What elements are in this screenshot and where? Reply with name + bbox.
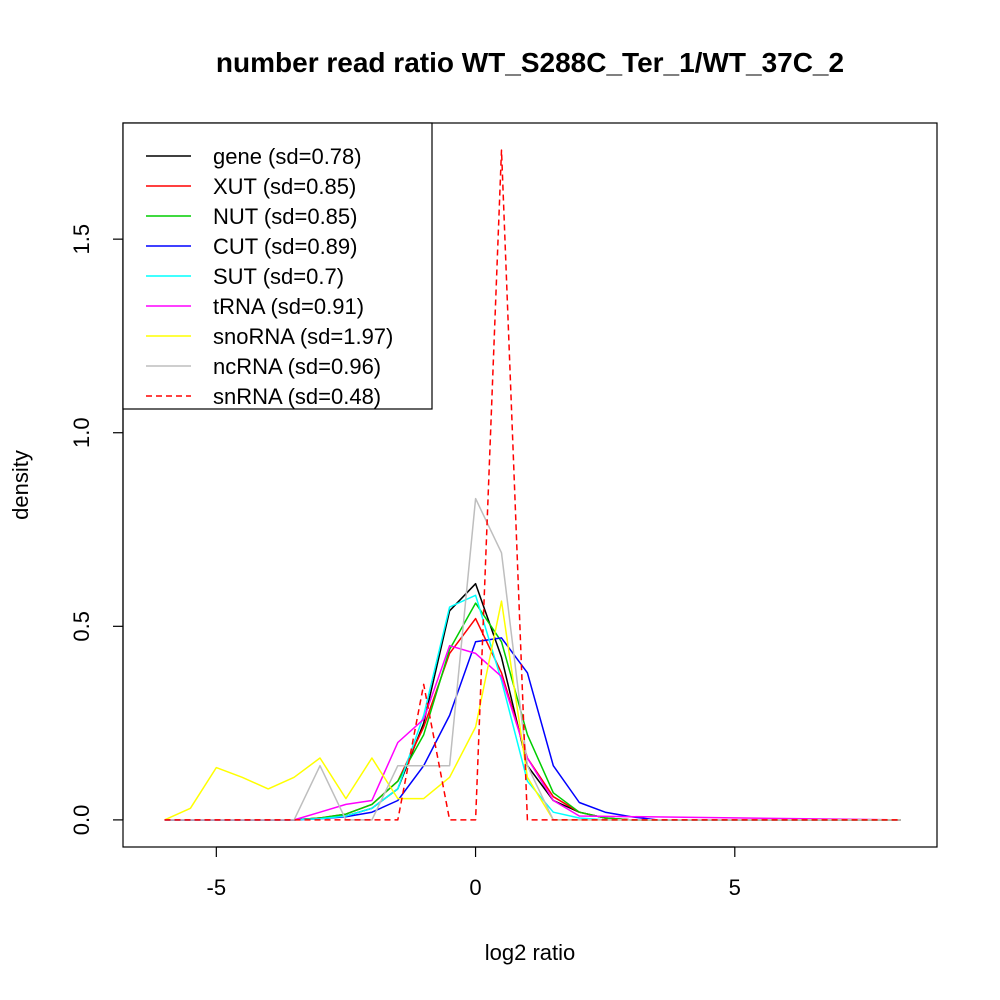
series-line-7: [164, 497, 901, 821]
legend-label: SUT (sd=0.7): [213, 264, 344, 289]
chart-title: number read ratio WT_S288C_Ter_1/WT_37C_…: [216, 47, 844, 78]
y-tick-label: 1.5: [69, 224, 94, 255]
series-line-8: [164, 149, 901, 821]
x-axis: -5 0 5: [207, 846, 741, 900]
series-line-1: [164, 617, 901, 821]
y-tick-label: 0.5: [69, 611, 94, 642]
x-tick-label: -5: [207, 875, 227, 900]
y-tick-label: 1.0: [69, 417, 94, 448]
series-line-5: [164, 644, 901, 821]
legend-label: CUT (sd=0.89): [213, 234, 357, 259]
legend-label: snRNA (sd=0.48): [213, 384, 381, 409]
y-axis-label: density: [8, 450, 33, 520]
legend-label: ncRNA (sd=0.96): [213, 354, 381, 379]
series-lines: [164, 149, 901, 821]
legend-label: tRNA (sd=0.91): [213, 294, 364, 319]
series-line-6: [164, 600, 901, 821]
legend-label: gene (sd=0.78): [213, 144, 362, 169]
series-line-3: [164, 637, 901, 821]
legend-box: [122, 122, 433, 410]
legend: gene (sd=0.78) XUT (sd=0.85) NUT (sd=0.85)…: [122, 122, 433, 410]
x-axis-label: log2 ratio: [485, 940, 576, 965]
legend-label: NUT (sd=0.85): [213, 204, 357, 229]
y-tick-label: 0.0: [69, 805, 94, 836]
series-line-4: [164, 594, 901, 821]
x-tick-label: 0: [469, 875, 481, 900]
legend-label: snoRNA (sd=1.97): [213, 324, 393, 349]
legend-label: XUT (sd=0.85): [213, 174, 356, 199]
y-axis: 0.0 0.5 1.0 1.5: [69, 224, 124, 836]
x-tick-label: 5: [729, 875, 741, 900]
